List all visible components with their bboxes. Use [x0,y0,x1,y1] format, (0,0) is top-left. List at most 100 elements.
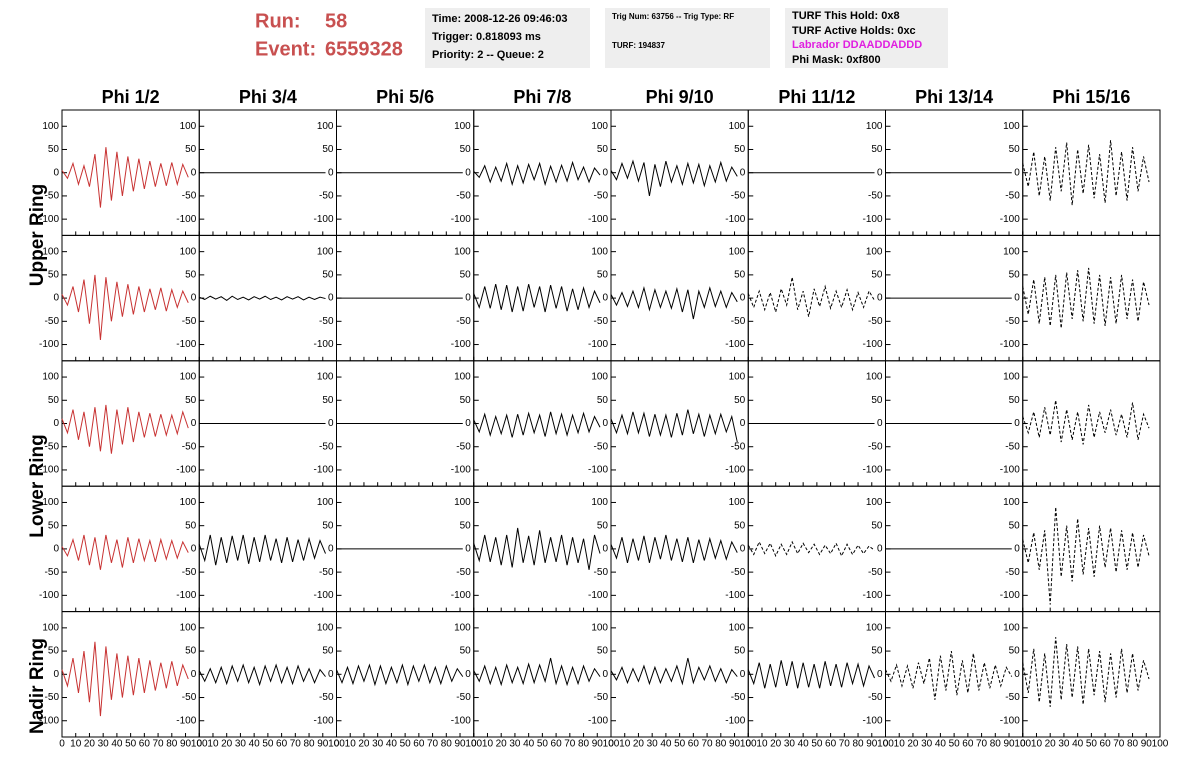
x-tick-label: 60 [413,739,425,750]
x-tick-label: 70 [427,739,439,750]
x-tick-label: 10 [1031,739,1043,750]
y-tick-label: 50 [48,395,60,406]
y-tick-label: -100 [39,214,59,225]
y-tick-label: -100 [313,715,333,726]
y-tick-label: -100 [725,590,745,601]
waveform [336,663,464,687]
y-tick-label: 0 [53,544,59,555]
y-tick-label: 100 [591,622,608,633]
x-tick-label: 90 [1141,739,1153,750]
y-tick-label: 50 [871,270,883,281]
y-tick-label: -100 [176,715,196,726]
y-tick-label: -100 [862,339,882,350]
x-tick-label: 80 [441,739,453,750]
x-tick-label: 70 [1113,739,1125,750]
column-label: Phi 13/14 [915,87,993,107]
x-tick-label: 20 [358,739,370,750]
x-tick-label: 80 [990,739,1002,750]
y-tick-label: -50 [594,316,609,327]
x-tick-label: 90 [592,739,604,750]
x-tick-label: 50 [949,739,961,750]
y-tick-label: 100 [729,497,746,508]
y-tick-label: 50 [1009,395,1021,406]
y-tick-label: -100 [725,214,745,225]
ring-label: Upper Ring [27,184,48,286]
column-label: Phi 1/2 [102,87,160,107]
x-tick-label: 100 [1152,739,1169,750]
waveform [610,159,738,197]
waveform [1022,637,1150,707]
y-tick-label: -100 [725,465,745,476]
y-tick-label: -100 [1000,339,1020,350]
x-tick-label: 10 [207,739,219,750]
waveform [610,409,738,443]
y-tick-label: 0 [191,669,197,680]
y-tick-label: 100 [317,121,334,132]
y-tick-label: -50 [868,567,883,578]
time: Time: 2008-12-26 09:46:03 [432,13,568,25]
y-tick-label: 50 [597,270,609,281]
y-tick-label: 100 [317,372,334,383]
y-tick-label: 50 [48,646,60,657]
y-tick-label: 100 [454,121,471,132]
y-tick-label: -100 [39,715,59,726]
y-tick-label: -100 [725,339,745,350]
y-tick-label: 50 [734,646,746,657]
y-tick-label: -100 [588,465,608,476]
x-tick-label: 0 [334,739,340,750]
y-tick-label: -100 [1000,214,1020,225]
column-label: Phi 7/8 [513,87,571,107]
y-tick-label: 0 [53,293,59,304]
y-tick-label: 0 [53,669,59,680]
y-tick-label: 50 [597,144,609,155]
y-tick-label: 100 [180,121,197,132]
y-tick-label: 50 [871,395,883,406]
y-tick-label: 50 [322,646,334,657]
x-tick-label: 60 [1100,739,1112,750]
x-tick-label: 70 [290,739,302,750]
x-tick-label: 0 [745,739,751,750]
y-tick-label: -50 [456,567,471,578]
waveform [473,160,601,187]
info-box [785,8,948,68]
y-tick-label: 100 [42,497,59,508]
x-tick-label: 20 [770,739,782,750]
waveform [473,284,601,313]
x-tick-label: 70 [702,739,714,750]
y-tick-label: 0 [465,544,471,555]
y-tick-label: 50 [597,395,609,406]
turf: TURF: 194837 [612,41,665,50]
y-tick-label: 100 [729,121,746,132]
y-tick-label: 100 [1003,622,1020,633]
y-tick-label: -50 [182,316,197,327]
y-tick-label: -50 [1005,567,1020,578]
run-label: Run: [255,10,301,32]
y-tick-label: 0 [1014,167,1020,178]
x-tick-label: 30 [235,739,247,750]
y-tick-label: 50 [185,646,197,657]
labrador: Labrador DDAADDADDD [792,39,922,51]
y-tick-label: -100 [588,214,608,225]
y-tick-label: 0 [877,669,883,680]
y-tick-label: -100 [176,339,196,350]
y-tick-label: 100 [454,622,471,633]
y-tick-label: 100 [729,622,746,633]
y-tick-label: 0 [328,669,334,680]
y-tick-label: 0 [1014,293,1020,304]
y-tick-label: -50 [45,191,60,202]
y-tick-label: -50 [182,191,197,202]
y-tick-label: -100 [862,590,882,601]
waveform [61,641,189,717]
x-tick-label: 80 [303,739,315,750]
y-tick-label: 0 [877,418,883,429]
x-tick-label: 70 [564,739,576,750]
y-tick-label: 100 [454,497,471,508]
y-tick-label: -100 [451,214,471,225]
y-tick-label: 100 [866,497,883,508]
y-tick-label: 100 [454,246,471,257]
y-tick-label: 100 [866,622,883,633]
y-tick-label: 50 [460,395,472,406]
x-tick-label: 40 [1072,739,1084,750]
x-tick-label: 80 [1127,739,1139,750]
x-tick-label: 20 [907,739,919,750]
